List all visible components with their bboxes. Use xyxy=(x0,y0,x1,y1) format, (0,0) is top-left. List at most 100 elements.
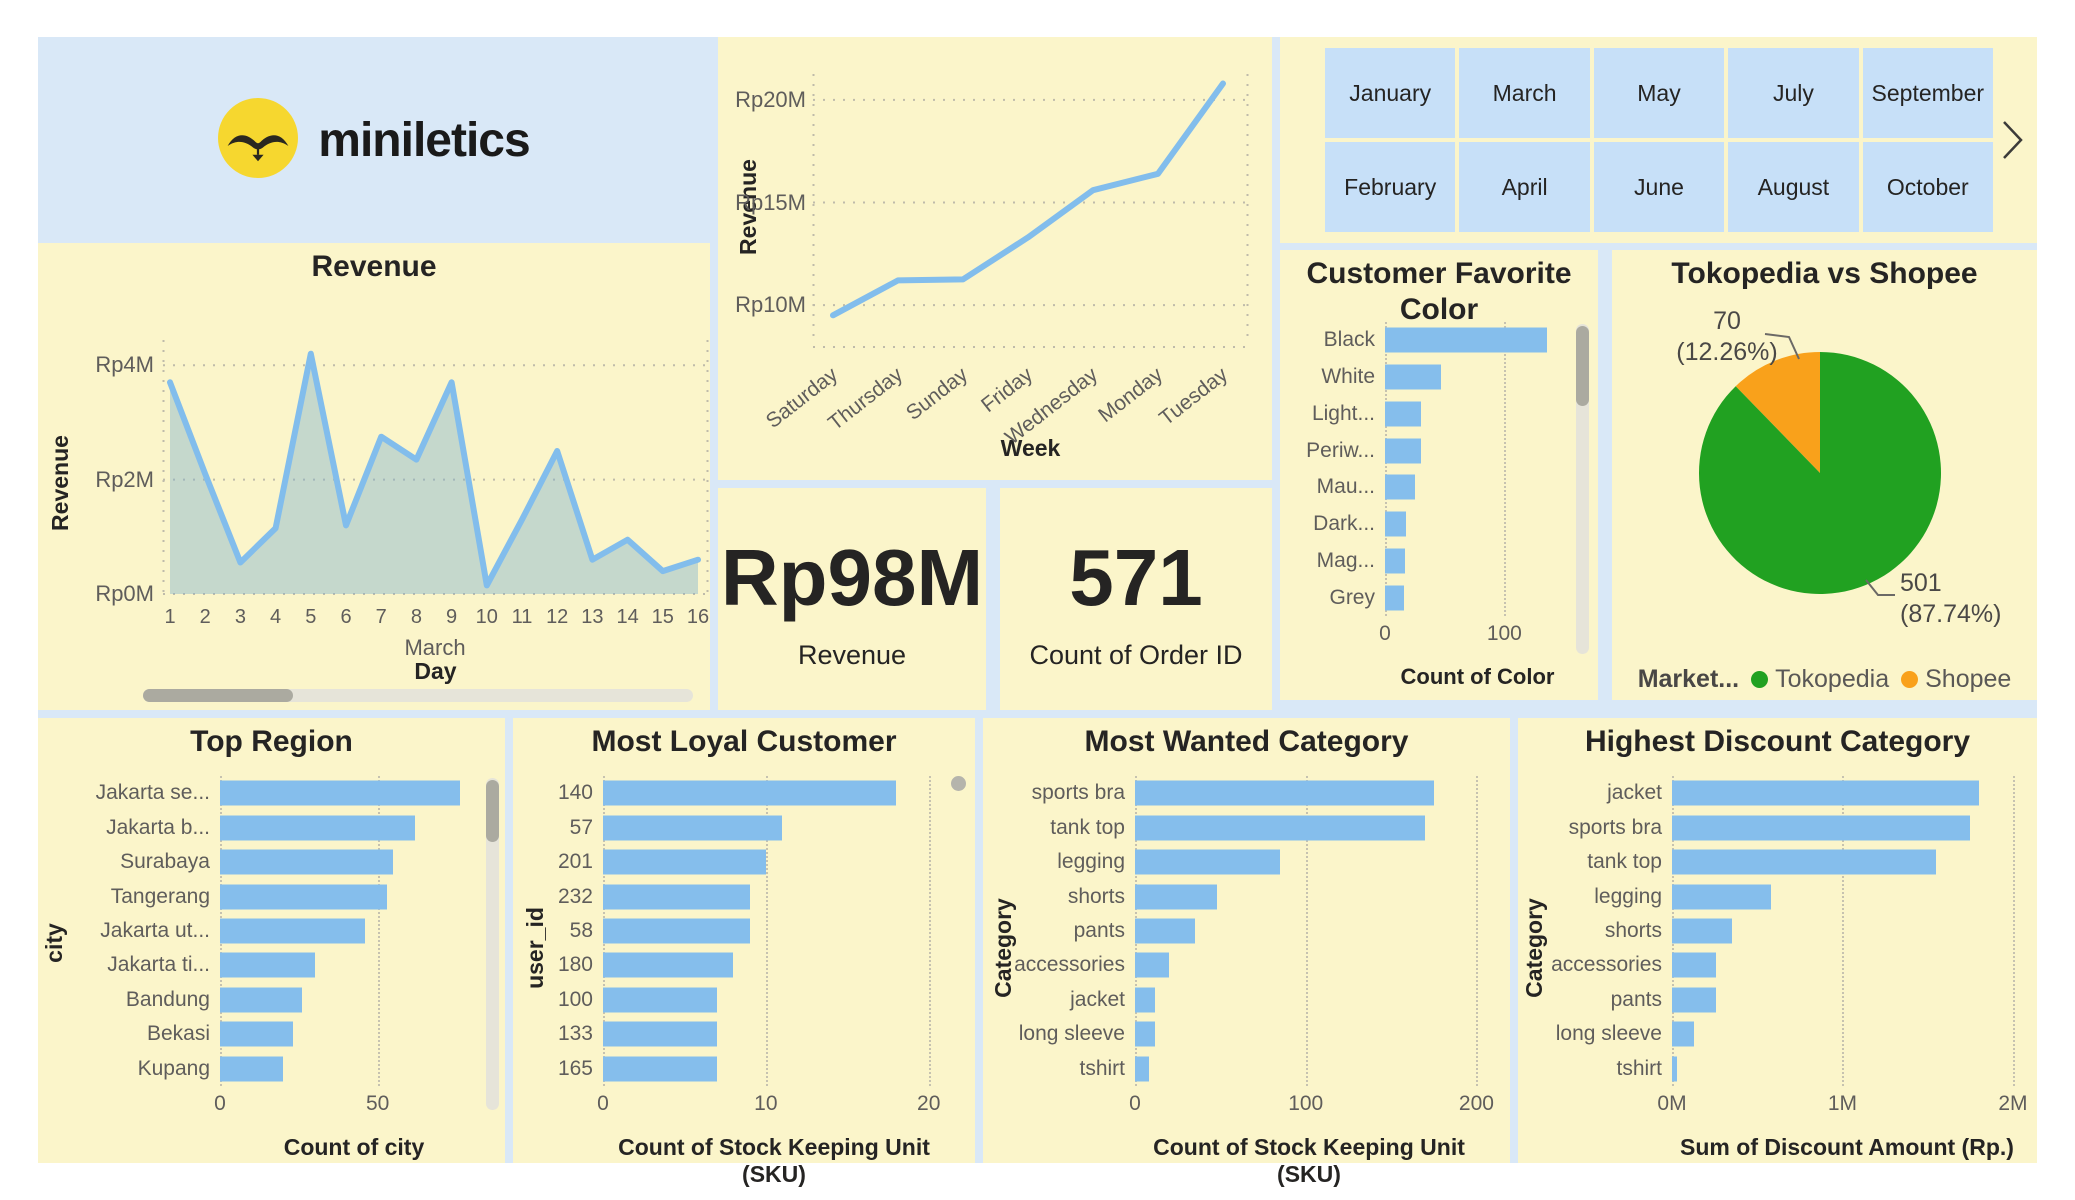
month-button-may[interactable]: May xyxy=(1593,48,1725,138)
slicer-next-button[interactable] xyxy=(1998,117,2028,163)
horizontal-scrollbar[interactable] xyxy=(143,689,693,702)
line-chart-plot[interactable] xyxy=(812,62,1249,352)
tokopedia-percent: (87.74%) xyxy=(1900,600,2002,628)
month-button-march[interactable]: March xyxy=(1459,48,1590,138)
pie-slice-tokopedia[interactable] xyxy=(1699,352,1942,594)
month-button-august[interactable]: August xyxy=(1728,142,1859,232)
bar-sports-bra[interactable] xyxy=(1672,815,1971,841)
bar-legging[interactable] xyxy=(1135,849,1281,875)
month-button-april[interactable]: April xyxy=(1459,142,1590,232)
legend-title: Market... xyxy=(1637,665,1740,693)
bar-pants[interactable] xyxy=(1672,987,1717,1013)
scrollbar-thumb[interactable] xyxy=(143,689,293,702)
x-tick-label: 3 xyxy=(234,606,246,628)
bar-long-sleeve[interactable] xyxy=(1672,1021,1695,1047)
bar-row: accessories xyxy=(985,948,1485,982)
bar-surabaya[interactable] xyxy=(220,849,394,875)
x-tick-label: 1M xyxy=(1827,1092,1858,1115)
category-label: White xyxy=(1321,365,1375,389)
bar-white[interactable] xyxy=(1385,364,1442,390)
scrollbar-thumb[interactable] xyxy=(1576,326,1589,406)
category-label: legging xyxy=(1057,850,1125,874)
bar-mau-[interactable] xyxy=(1385,474,1415,500)
month-button-february[interactable]: February xyxy=(1325,142,1456,232)
bar-133[interactable] xyxy=(603,1021,717,1047)
bar-row: long sleeve xyxy=(985,1017,1485,1051)
bar-jakarta-ut-[interactable] xyxy=(220,918,366,944)
month-button-june[interactable]: June xyxy=(1593,142,1725,232)
bar-row: 58 xyxy=(525,914,945,948)
bar-mag-[interactable] xyxy=(1385,548,1406,574)
bar-180[interactable] xyxy=(603,952,734,978)
bar-tangerang[interactable] xyxy=(220,884,388,910)
pie-chart[interactable] xyxy=(1612,250,2037,700)
x-tick-label: 0 xyxy=(1379,622,1391,645)
bar-100[interactable] xyxy=(603,987,717,1013)
bar-165[interactable] xyxy=(603,1056,717,1082)
bar-track xyxy=(1385,359,1570,396)
loyal-customer-chart[interactable]: 140 57 201 232 58 180 100 133 165 0 10 20 xyxy=(525,776,945,1132)
month-button-october[interactable]: October xyxy=(1862,142,1993,232)
bar-black[interactable] xyxy=(1385,327,1548,353)
chart-title: Most Loyal Customer xyxy=(591,725,897,758)
bar-long-sleeve[interactable] xyxy=(1135,1021,1156,1047)
bar-bandung[interactable] xyxy=(220,987,302,1013)
category-label: legging xyxy=(1594,884,1662,908)
bar-140[interactable] xyxy=(603,780,897,806)
vertical-scrollbar[interactable] xyxy=(486,778,499,1110)
bar-shorts[interactable] xyxy=(1672,918,1732,944)
legend-item-tokopedia[interactable]: Tokopedia xyxy=(1751,665,1889,694)
pie-slice-shopee[interactable] xyxy=(1735,352,1820,473)
legend-item-shopee[interactable]: Shopee xyxy=(1901,665,2011,694)
month-button-january[interactable]: January xyxy=(1325,48,1456,138)
bar-tank-top[interactable] xyxy=(1672,849,1937,875)
scrollbar-dot[interactable] xyxy=(951,776,966,791)
bar-row: legging xyxy=(985,845,1485,879)
x-tick-label: 10 xyxy=(475,606,498,628)
bar-sports-bra[interactable] xyxy=(1135,780,1434,806)
bar-shorts[interactable] xyxy=(1135,884,1217,910)
bar-58[interactable] xyxy=(603,918,750,944)
bar-tank-top[interactable] xyxy=(1135,815,1426,841)
bar-jakarta-se-[interactable] xyxy=(220,780,460,806)
scrollbar-thumb[interactable] xyxy=(486,780,499,842)
bar-periw-[interactable] xyxy=(1385,438,1421,464)
bar-legging[interactable] xyxy=(1672,884,1771,910)
bar-track xyxy=(220,1052,488,1086)
bar-row: pants xyxy=(985,914,1485,948)
bar-jakarta-ti-[interactable] xyxy=(220,952,315,978)
wanted-category-chart[interactable]: sports bra tank top legging shorts pants acce… xyxy=(985,776,1494,1132)
bar-track xyxy=(220,810,488,844)
bar-57[interactable] xyxy=(603,815,783,841)
x-tick-label: 100 xyxy=(1288,1092,1324,1115)
vertical-scrollbar[interactable] xyxy=(1576,324,1589,654)
bar-accessories[interactable] xyxy=(1135,952,1170,978)
bar-tshirt[interactable] xyxy=(1672,1056,1678,1082)
bar-201[interactable] xyxy=(603,849,766,875)
bar-track xyxy=(1672,845,2030,879)
bar-jacket[interactable] xyxy=(1135,987,1156,1013)
bar-track xyxy=(1135,810,1485,844)
month-button-july[interactable]: July xyxy=(1728,48,1859,138)
bar-dark-[interactable] xyxy=(1385,511,1407,537)
bar-grey[interactable] xyxy=(1385,585,1405,611)
top-region-chart[interactable]: Jakarta se... Jakarta b... Surabaya Tangera… xyxy=(50,776,488,1132)
bar-row: tank top xyxy=(1522,845,2030,879)
bar-jakarta-b-[interactable] xyxy=(220,815,416,841)
category-label: sports bra xyxy=(1568,815,1662,839)
card-value: Rp98M xyxy=(720,533,984,622)
bar-tshirt[interactable] xyxy=(1135,1056,1149,1082)
bar-light-[interactable] xyxy=(1385,401,1421,427)
bar-kupang[interactable] xyxy=(220,1056,284,1082)
category-label: Jakarta ut... xyxy=(100,918,210,942)
bar-pants[interactable] xyxy=(1135,918,1195,944)
bar-track xyxy=(1135,948,1485,982)
bar-jacket[interactable] xyxy=(1672,780,1979,806)
month-button-september[interactable]: September xyxy=(1862,48,1993,138)
bar-bekasi[interactable] xyxy=(220,1021,293,1047)
favorite-color-chart[interactable]: Black White Light... Periw... Mau... Dark... M… xyxy=(1290,322,1570,662)
area-chart-plot[interactable] xyxy=(162,328,709,598)
discount-category-chart[interactable]: jacket sports bra tank top legging shorts acc… xyxy=(1522,776,2030,1132)
bar-accessories[interactable] xyxy=(1672,952,1717,978)
bar-232[interactable] xyxy=(603,884,750,910)
